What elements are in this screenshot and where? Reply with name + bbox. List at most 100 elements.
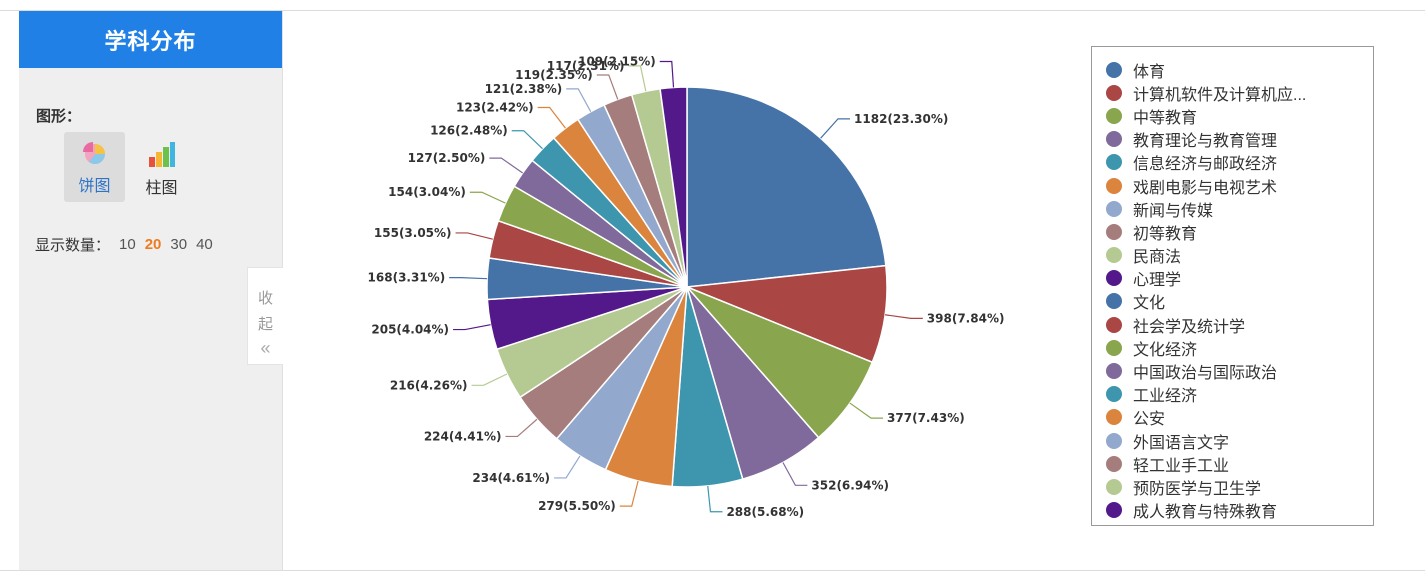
double-chevron-left-icon: « [260, 338, 271, 358]
legend-item[interactable]: 文化经济 [1106, 336, 1373, 359]
display-count-label: 显示数量： [35, 237, 111, 254]
pie-data-label: 398(7.84%) [927, 311, 1005, 325]
legend-item[interactable]: 公安 [1106, 406, 1373, 429]
collapse-sidebar-button[interactable]: 收 起 « [247, 267, 283, 365]
legend-label: 公安 [1133, 411, 1166, 429]
legend-swatch [1106, 154, 1122, 171]
bar-chart-button[interactable]: 柱图 [131, 132, 192, 202]
sidebar-title: 学科分布 [19, 11, 282, 68]
count-option-40[interactable]: 40 [196, 236, 213, 253]
pie-label-connector [455, 232, 493, 240]
legend-swatch [1106, 455, 1122, 472]
pie-label-connector [566, 88, 592, 112]
pie-label-connector [449, 277, 488, 280]
legend-label: 预防医学与卫生学 [1133, 480, 1262, 498]
legend-item[interactable]: 中国政治与国际政治 [1106, 359, 1373, 382]
legend-swatch [1106, 339, 1122, 356]
legend-item[interactable]: 信息经济与邮政经济 [1106, 151, 1373, 174]
legend-swatch [1106, 270, 1122, 287]
pie-label-connector [884, 314, 923, 319]
legend-label: 信息经济与邮政经济 [1133, 156, 1278, 174]
pie-label-connector [619, 480, 639, 507]
display-count-row: 显示数量： 10 20 30 40 [35, 234, 213, 255]
legend-item[interactable]: 民商法 [1106, 244, 1373, 267]
legend-item[interactable]: 工业经济 [1106, 383, 1373, 406]
legend-item[interactable]: 戏剧电影与电视艺术 [1106, 174, 1373, 197]
legend-label: 成人教育与特殊教育 [1133, 504, 1278, 522]
pie-chart-icon [82, 142, 105, 164]
legend-item[interactable]: 社会学及统计学 [1106, 313, 1373, 336]
legend-label: 体育 [1133, 63, 1166, 81]
legend-item[interactable]: 预防医学与卫生学 [1106, 475, 1373, 498]
pie-label-connector [659, 60, 675, 88]
legend-label: 中等教育 [1133, 109, 1198, 127]
legend-label: 新闻与传媒 [1133, 202, 1214, 220]
count-option-30[interactable]: 30 [170, 236, 188, 253]
legend-swatch [1106, 84, 1122, 101]
legend-swatch [1106, 247, 1122, 264]
legend-label: 中国政治与国际政治 [1133, 365, 1278, 383]
count-option-10[interactable]: 10 [119, 236, 136, 253]
pie-data-label: 352(6.94%) [811, 478, 889, 492]
pie-data-label: 119(2.35%) [515, 68, 593, 82]
pie-label-connector [782, 462, 808, 486]
legend-label: 文化 [1133, 295, 1166, 313]
collapse-label-2: 起 [257, 316, 273, 333]
pie-data-label: 154(3.04%) [388, 185, 466, 199]
legend-item[interactable]: 初等教育 [1106, 220, 1373, 243]
legend-swatch [1106, 223, 1122, 240]
legend-item[interactable]: 体育 [1106, 58, 1373, 81]
count-option-20[interactable]: 20 [144, 236, 162, 253]
sidebar-panel: 学科分布 图形： 饼图 柱图 显示数量： 10 20 30 40 [19, 11, 283, 570]
pie-label-connector [489, 157, 524, 174]
legend-label: 轻工业手工业 [1133, 457, 1230, 475]
legend-swatch [1106, 478, 1122, 495]
pie-data-label: 205(4.04%) [371, 323, 449, 337]
pie-chart-button[interactable]: 饼图 [64, 132, 125, 202]
pie-data-label: 155(3.05%) [374, 226, 452, 240]
legend-item[interactable]: 文化 [1106, 290, 1373, 313]
pie-label-connector [469, 191, 506, 204]
pie-slice[interactable] [659, 86, 688, 288]
legend-item[interactable]: 成人教育与特殊教育 [1106, 499, 1373, 522]
legend-item[interactable]: 新闻与传媒 [1106, 197, 1373, 220]
legend-swatch [1106, 61, 1122, 78]
pie-label-connector [628, 65, 647, 92]
pie-data-label: 1182(23.30%) [854, 112, 948, 126]
pie-data-label: 168(3.31%) [368, 271, 446, 285]
pie-label-connector [554, 455, 581, 479]
bottom-divider [0, 570, 1425, 571]
legend-swatch [1106, 293, 1122, 310]
pie-label-connector [453, 324, 491, 331]
pie-label-connector [505, 418, 538, 438]
pie-chart-label: 饼图 [78, 178, 111, 195]
pie-data-label: 288(5.68%) [726, 505, 804, 519]
pie-data-label: 127(2.50%) [408, 151, 486, 165]
legend-item[interactable]: 中等教育 [1106, 104, 1373, 127]
legend-label: 戏剧电影与电视艺术 [1133, 179, 1278, 197]
pie-data-label: 123(2.42%) [456, 101, 534, 115]
pie-label-connector [537, 106, 566, 129]
pie-slice[interactable] [686, 264, 888, 364]
legend-item[interactable]: 计算机软件及计算机应... [1106, 81, 1373, 104]
legend-swatch [1106, 200, 1122, 217]
legend-item[interactable]: 轻工业手工业 [1106, 452, 1373, 475]
legend-label: 教育理论与教育管理 [1133, 133, 1278, 151]
pie-data-label: 126(2.48%) [430, 124, 508, 138]
legend-item[interactable]: 外国语言文字 [1106, 429, 1373, 452]
legend-item[interactable]: 心理学 [1106, 267, 1373, 290]
legend-label: 心理学 [1133, 272, 1182, 290]
pie-data-label: 121(2.38%) [485, 82, 563, 96]
legend-swatch [1106, 386, 1122, 403]
legend-swatch [1106, 432, 1122, 449]
pie-label-connector [511, 130, 543, 150]
collapse-label-1: 收 [257, 290, 273, 307]
legend-swatch [1106, 502, 1122, 519]
legend-swatch [1106, 131, 1122, 148]
legend-item[interactable]: 教育理论与教育管理 [1106, 128, 1373, 151]
legend-label: 工业经济 [1133, 388, 1198, 406]
pie-slice[interactable] [686, 86, 887, 288]
pie-data-label: 234(4.61%) [472, 471, 550, 485]
pie-label-connector [707, 485, 723, 513]
pie-data-label: 224(4.41%) [424, 429, 502, 443]
